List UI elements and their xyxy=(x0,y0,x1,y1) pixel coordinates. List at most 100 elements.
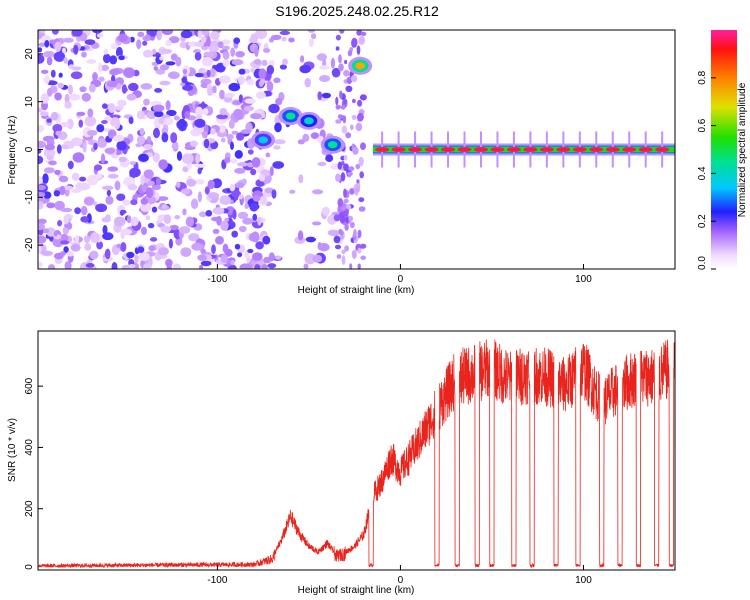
spectrogram-noise-cell xyxy=(219,126,226,133)
spectrogram-noise-cell xyxy=(166,262,172,269)
spectrogram-noise-cell xyxy=(114,180,121,191)
y-tick-label: 0 xyxy=(24,564,35,570)
spectrogram-noise-cell xyxy=(239,263,252,269)
spectrogram-noise-cell xyxy=(212,85,217,94)
spectrogram-noise-cell xyxy=(234,167,246,174)
spectrogram-noise-cell xyxy=(38,218,47,225)
spectrogram-noise-cell xyxy=(253,58,262,65)
y-tick-label: 200 xyxy=(24,500,35,517)
spectrogram-noise-cell xyxy=(60,240,70,245)
spectrogram-noise-cell xyxy=(282,58,288,66)
spectrogram-noise-cell xyxy=(158,247,169,256)
spectrogram-noise-cell xyxy=(248,143,254,149)
spectrogram-noise-cell xyxy=(201,101,206,110)
spectrogram-noise-cell xyxy=(129,161,136,166)
spectrogram-noise-cell xyxy=(47,87,53,97)
spectrogram-noise-cell xyxy=(71,188,81,193)
spectrogram-noise-cell xyxy=(110,117,120,127)
spectrogram-noise-cell xyxy=(70,71,83,80)
spectrogram-noise-cell xyxy=(52,30,59,35)
spectrogram-noise-cell xyxy=(158,117,165,125)
spectrogram-noise-cell xyxy=(163,117,174,126)
spectrogram-noise-cell xyxy=(234,182,245,189)
spectrogram-noise-cell xyxy=(340,215,346,223)
spectrogram-noise-cell xyxy=(273,145,281,150)
spectrogram-noise-cell xyxy=(83,235,91,244)
spectrogram-noise-cell xyxy=(161,204,168,210)
spectrogram-noise-cell xyxy=(137,31,145,38)
spectrogram-noise-cell xyxy=(80,216,90,223)
spectrogram-noise-cell xyxy=(237,211,249,220)
spectrogram-noise-cell xyxy=(261,59,268,67)
spectrogram-noise-cell xyxy=(38,107,43,113)
spectrogram-noise-cell xyxy=(197,167,202,175)
spectrogram-noise-cell xyxy=(78,119,84,128)
colorbar-ticks: 0.0 0.2 0.4 0.6 0.8 xyxy=(697,70,716,270)
spectrogram-noise-cell xyxy=(63,140,74,146)
spectrogram-noise-cell xyxy=(168,36,180,44)
spectrogram-noise-cell xyxy=(237,252,243,258)
spectrogram-noise-cell xyxy=(258,68,267,79)
spectrogram-noise-cell xyxy=(165,39,172,47)
spectrogram-noise-cell xyxy=(76,111,86,116)
spectrogram-noise-cell xyxy=(317,91,323,101)
carrier-peak xyxy=(655,147,670,152)
carrier-peak xyxy=(408,147,423,152)
spectrogram-noise-cell xyxy=(63,246,69,254)
spectrogram-noise-cell xyxy=(360,142,366,150)
spectrogram-noise-cell xyxy=(344,223,349,231)
spectrogram-noise-cell xyxy=(64,93,70,104)
spectrogram-noise-cell xyxy=(251,157,261,168)
y-tick-label: 10 xyxy=(24,96,35,108)
spectrogram-noise-cell xyxy=(98,62,103,73)
spectrogram-noise-cell xyxy=(38,184,46,191)
spectrogram-noise-cell xyxy=(211,244,216,255)
spectrogram-noise-cell xyxy=(348,215,354,222)
spectrogram-noise-cell xyxy=(101,120,108,124)
spectrogram-noise-cell xyxy=(194,163,206,168)
spectrogram-noise-cell xyxy=(87,174,99,186)
spectrogram-noise-cell xyxy=(219,75,231,84)
spectrogram-noise-cell xyxy=(268,103,280,114)
spectrogram-noise-cell xyxy=(237,76,245,85)
spectrogram-noise-cell xyxy=(102,103,108,109)
spectrogram-noise-cell xyxy=(199,211,207,218)
spectrogram-noise-cell xyxy=(250,33,258,44)
spectrogram-noise-cell xyxy=(333,235,341,244)
spectrogram-noise-cell xyxy=(121,84,127,94)
spectrogram-noise-cell xyxy=(89,139,94,145)
spectrogram-noise-cell xyxy=(208,45,219,52)
spectrogram-noise-cell xyxy=(92,72,98,82)
spectrogram-noise-cell xyxy=(48,264,56,269)
spectrogram-noise-cell xyxy=(197,254,207,261)
spectrogram-noise-cell xyxy=(52,123,63,133)
spectrogram-noise-cell xyxy=(148,245,156,252)
carrier-peak xyxy=(589,147,604,152)
carrier-peak xyxy=(473,147,488,152)
spectrogram-noise-cell xyxy=(216,114,229,120)
spectrogram-noise-cell xyxy=(230,259,235,266)
spectrogram-noise-cell xyxy=(234,110,244,120)
spectrogram-noise-cell xyxy=(150,237,158,242)
spectrogram-noise-cell xyxy=(307,30,316,33)
spectrogram-noise-cell xyxy=(59,122,71,128)
spectrogram-noise-cell xyxy=(219,108,228,116)
spectrogram-noise-cell xyxy=(308,38,314,47)
spectrogram-noise-cell xyxy=(60,251,66,256)
spectrogram-noise-cell xyxy=(42,228,50,234)
spectrogram-noise-cell xyxy=(194,178,205,185)
snr-panel: -100 0 100 0 200 400 600 Height of straight li… xyxy=(7,330,676,596)
colorbar-label: Normalized spectral amplitude xyxy=(737,82,748,217)
spectrogram-noise-cell xyxy=(335,46,340,51)
spectrogram-noise-cell xyxy=(343,154,348,161)
spectrogram-noise-cell xyxy=(105,195,114,205)
spectrogram-noise-cell xyxy=(252,194,261,202)
spectrogram-noise-cell xyxy=(186,179,197,187)
spectrogram-noise-cell xyxy=(118,156,127,163)
spectrogram-noise-cell xyxy=(53,190,61,197)
carrier-peak xyxy=(375,147,390,152)
spectrogram-noise-cell xyxy=(341,255,346,265)
spectrogram-noise-cell xyxy=(345,204,352,209)
y-tick-label: 400 xyxy=(24,439,35,456)
